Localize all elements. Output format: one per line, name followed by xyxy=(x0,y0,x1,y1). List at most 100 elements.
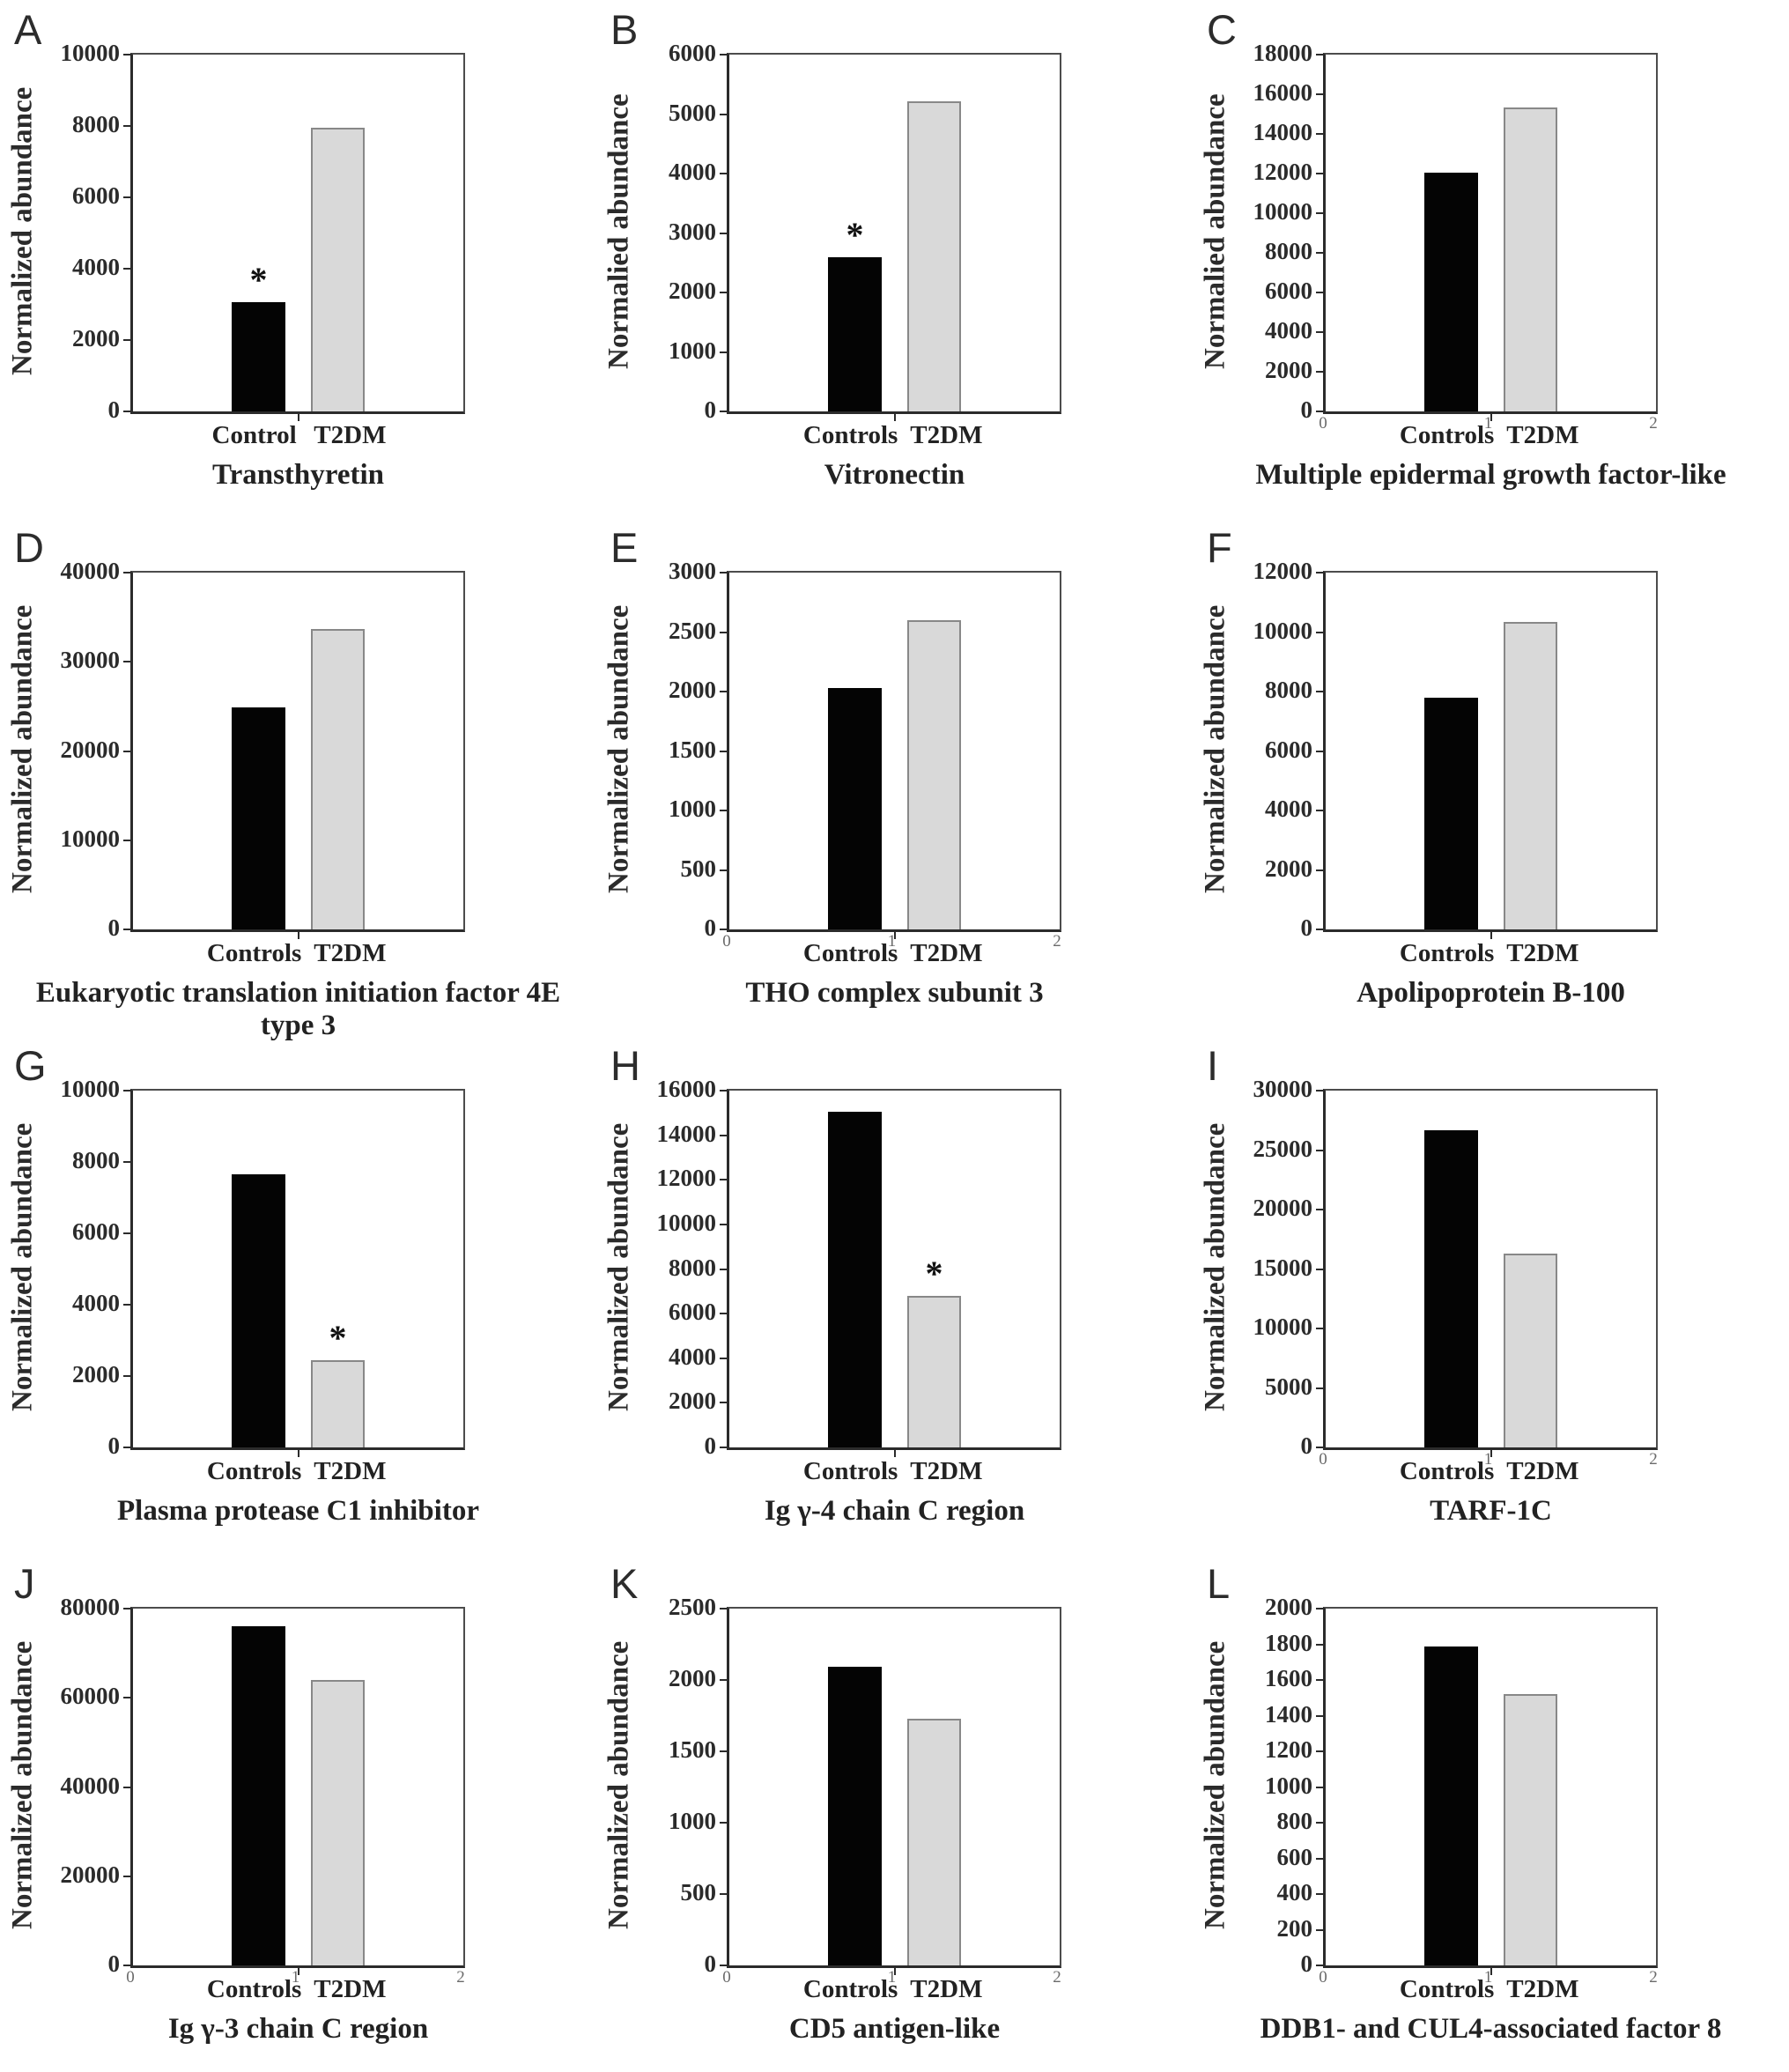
y-tick-mark xyxy=(720,1357,727,1359)
y-tick-mark xyxy=(1316,1608,1323,1610)
y-tick-mark xyxy=(123,1608,130,1610)
y-tick-label: 1500 xyxy=(669,736,716,763)
x-category-label: Controls xyxy=(1399,1975,1495,2003)
y-tick-mark xyxy=(1316,1965,1323,1966)
y-tick-label: 1200 xyxy=(1265,1736,1312,1763)
y-tick-labels: 0 1000 2000 3000 4000 5000 6000 xyxy=(632,41,716,422)
y-tick-mark xyxy=(123,1161,130,1163)
y-tick-label: 40000 xyxy=(60,1772,121,1799)
y-tick-label: 500 xyxy=(680,1879,717,1906)
y-tick-label: 2000 xyxy=(1265,357,1312,384)
x-tick-number: 2 xyxy=(1649,1450,1658,1469)
y-tick-label: 8000 xyxy=(72,1147,120,1173)
y-tick-label: 80000 xyxy=(60,1594,121,1620)
plot-area xyxy=(720,1607,1061,1975)
y-tick-mark xyxy=(720,1608,727,1610)
y-tick-label: 1000 xyxy=(669,337,716,364)
plot-area xyxy=(720,571,1061,939)
panel-H: H Normalized abundance 0 2000 4000 6000 8000 10… xyxy=(596,1036,1193,1554)
y-tick-label: 16000 xyxy=(656,1076,717,1102)
y-tick-label: 600 xyxy=(1276,1843,1313,1870)
chart-title: TARF-1C xyxy=(1430,1495,1552,1527)
y-tick-mark xyxy=(720,1090,727,1092)
y-tick-mark xyxy=(720,232,727,234)
bar-controls xyxy=(827,256,883,411)
panel-J: J Normalized abundance 0 20000 40000 60000 800… xyxy=(0,1554,596,2072)
y-tick-mark xyxy=(720,1679,727,1681)
y-tick-mark xyxy=(720,691,727,693)
y-tick-mark xyxy=(1316,1893,1323,1895)
y-tick-label: 60000 xyxy=(60,1683,121,1710)
x-category-label: T2DM xyxy=(910,1975,983,2003)
y-tick-mark xyxy=(1316,331,1323,334)
y-tick-label: 0 xyxy=(107,914,121,941)
y-tick-label: 2500 xyxy=(669,1594,716,1620)
y-tick-mark xyxy=(123,1697,130,1699)
y-tick-labels: 0 2000 4000 6000 8000 10000 12000 14000 16000 180… xyxy=(1228,41,1313,422)
y-tick-label: 2500 xyxy=(669,617,716,644)
panel-letter: C xyxy=(1207,6,1237,53)
x-category-label: T2DM xyxy=(910,939,983,967)
y-tick-label: 3000 xyxy=(669,558,716,584)
significance-star: * xyxy=(846,214,864,255)
y-tick-label: 2000 xyxy=(72,325,120,352)
x-tick-number: 1 xyxy=(1483,414,1493,433)
y-tick-mark xyxy=(123,54,130,56)
panel-I: I Normalized abundance 0 5000 10000 15000 2000… xyxy=(1193,1036,1789,1554)
plot-area: * xyxy=(720,1089,1061,1457)
y-tick-mark xyxy=(720,1134,727,1136)
x-category-label: T2DM xyxy=(1506,1975,1579,2003)
y-tick-label: 200 xyxy=(1276,1914,1313,1942)
y-tick-mark xyxy=(123,1375,130,1377)
y-tick-mark xyxy=(720,1223,727,1225)
y-tick-label: 4000 xyxy=(72,254,120,280)
chart-title: Vitronectin xyxy=(824,459,965,491)
panel-letter: H xyxy=(610,1042,640,1089)
y-tick-label: 0 xyxy=(1300,1432,1313,1459)
x-tick-number: 1 xyxy=(887,932,897,951)
plot-area xyxy=(1316,571,1658,939)
y-tick-label: 1600 xyxy=(1265,1665,1312,1691)
y-tick-mark xyxy=(123,839,130,841)
y-tick-label: 0 xyxy=(1300,1950,1313,1977)
y-tick-mark xyxy=(1316,1387,1323,1389)
plot-area xyxy=(1316,1089,1658,1457)
x-tick-mark xyxy=(297,414,299,421)
y-tick-mark xyxy=(123,196,130,198)
y-tick-mark xyxy=(1316,133,1323,135)
bar-controls xyxy=(827,1112,883,1447)
y-tick-label: 12000 xyxy=(1253,558,1313,584)
y-tick-label: 30000 xyxy=(60,647,121,674)
panel-letter: E xyxy=(610,524,639,571)
y-tick-mark xyxy=(123,411,130,412)
y-tick-mark xyxy=(123,1786,130,1788)
bar-t2dm xyxy=(906,1718,962,1965)
y-tick-label: 16000 xyxy=(1253,79,1313,107)
x-category-label: Controls xyxy=(206,1457,302,1485)
bar-controls xyxy=(1423,1646,1479,1965)
bar-controls xyxy=(827,1667,883,1965)
x-tick-mark xyxy=(1490,1968,1492,1975)
y-tick-label: 4000 xyxy=(1265,317,1312,344)
y-tick-label: 8000 xyxy=(669,1254,716,1281)
y-tick-labels: 0 2000 4000 6000 8000 10000 xyxy=(35,1077,121,1458)
y-tick-label: 2000 xyxy=(72,1361,120,1388)
y-tick-label: 6000 xyxy=(669,40,716,66)
y-tick-label: 10000 xyxy=(656,1209,717,1236)
y-tick-label: 0 xyxy=(107,1432,121,1459)
y-tick-mark xyxy=(1316,1928,1323,1931)
y-tick-mark xyxy=(1316,1328,1323,1330)
panel-G: G Normalized abundance 0 2000 4000 6000 8000 10… xyxy=(0,1036,596,1554)
panel-F: F Normalized abundance 0 2000 4000 6000 8000 10… xyxy=(1193,518,1789,1036)
y-tick-label: 2000 xyxy=(669,278,716,305)
panel-L: L Normalized abundance 0 200 400 600 800 1000 12… xyxy=(1193,1554,1789,2072)
y-tick-mark xyxy=(720,631,727,633)
x-tick-mark xyxy=(1490,1450,1492,1457)
y-tick-label: 10000 xyxy=(60,825,121,852)
panel-K: K Normalized abundance 0 500 1000 1500 2000 250… xyxy=(596,1554,1193,2072)
x-category-label: Controls xyxy=(1399,939,1495,967)
y-tick-label: 8000 xyxy=(1265,677,1312,704)
y-tick-mark xyxy=(1316,212,1323,214)
panel-A: A Normalized abundance 0 2000 4000 6000 8000 10… xyxy=(0,0,596,518)
